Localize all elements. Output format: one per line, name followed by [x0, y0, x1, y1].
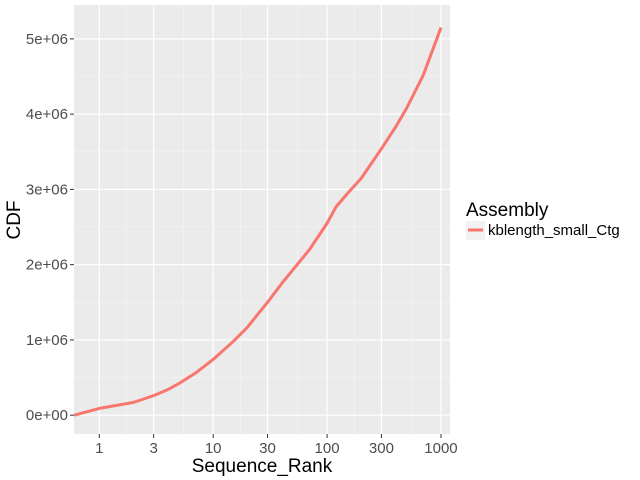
legend-label: kblength_small_Ctg — [488, 222, 620, 239]
x-axis-title: Sequence_Rank — [192, 456, 333, 477]
y-tick-label: 5e+06 — [26, 31, 68, 48]
y-tick-label: 1e+06 — [26, 332, 68, 349]
series-layer — [73, 27, 443, 417]
x-tick-label: 10 — [205, 440, 222, 457]
panel-background — [74, 5, 450, 434]
grid-layer — [74, 5, 450, 434]
series-line — [73, 27, 443, 417]
legend-title: Assembly — [466, 200, 549, 221]
x-tick-label: 300 — [369, 440, 394, 457]
x-tick-label: 100 — [315, 440, 340, 457]
x-tick-label: 1000 — [424, 440, 457, 457]
legend: Assembly kblength_small_Ctg — [466, 200, 620, 240]
x-tick-label: 3 — [149, 440, 157, 457]
x-axis: 1 3 10 30 100 300 1000 — [95, 434, 458, 457]
y-axis-title: CDF — [4, 200, 25, 239]
y-tick-label: 2e+06 — [26, 257, 68, 274]
x-tick-label: 1 — [95, 440, 103, 457]
y-axis: 0e+00 1e+06 2e+06 3e+06 4e+06 5e+06 — [26, 31, 74, 424]
x-tick-label: 30 — [259, 440, 276, 457]
y-tick-label: 4e+06 — [26, 106, 68, 123]
y-tick-label: 3e+06 — [26, 181, 68, 198]
y-tick-label: 0e+00 — [26, 407, 68, 424]
